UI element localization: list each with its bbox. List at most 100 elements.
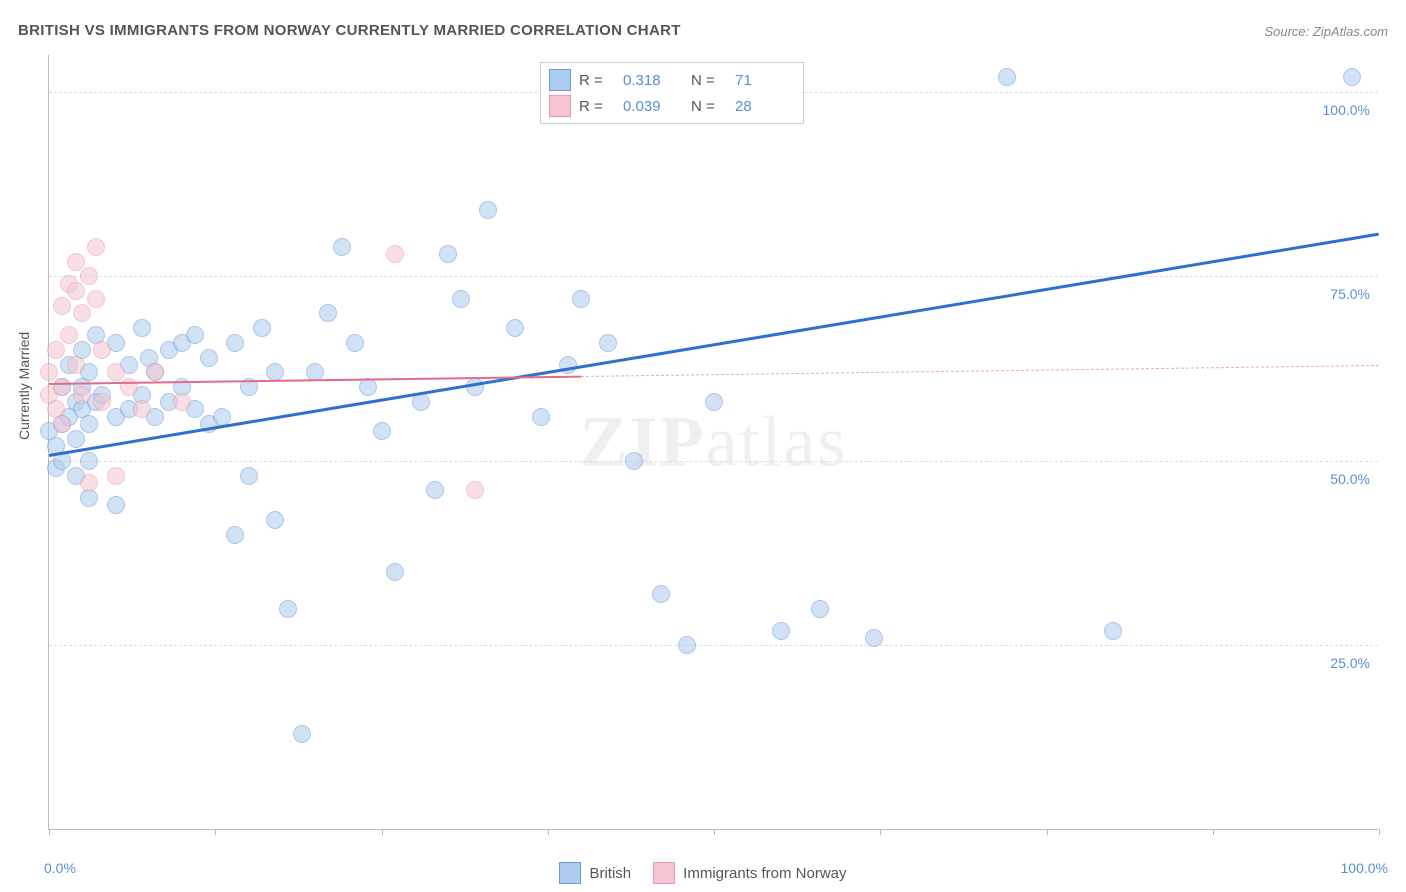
data-point	[40, 363, 58, 381]
gridline	[49, 461, 1378, 462]
data-point	[439, 245, 457, 263]
legend-swatch	[549, 69, 571, 91]
data-point	[1343, 68, 1361, 86]
data-point	[133, 400, 151, 418]
data-point	[80, 267, 98, 285]
legend-swatch	[559, 862, 581, 884]
data-point	[60, 326, 78, 344]
x-tick-mark	[215, 829, 216, 835]
data-point	[67, 253, 85, 271]
data-point	[73, 386, 91, 404]
data-point	[426, 481, 444, 499]
data-point	[599, 334, 617, 352]
data-point	[53, 297, 71, 315]
legend-label: British	[589, 865, 631, 882]
watermark: ZIPatlas	[580, 401, 848, 484]
data-point	[186, 326, 204, 344]
x-tick-mark	[1047, 829, 1048, 835]
legend-r-value: 0.318	[623, 72, 683, 89]
data-point	[93, 393, 111, 411]
y-tick-label: 50.0%	[1330, 471, 1370, 487]
data-point	[452, 290, 470, 308]
data-point	[80, 474, 98, 492]
data-point	[572, 290, 590, 308]
data-point	[107, 363, 125, 381]
data-point	[266, 363, 284, 381]
data-point	[200, 349, 218, 367]
data-point	[47, 341, 65, 359]
x-tick-mark	[1379, 829, 1380, 835]
data-point	[93, 341, 111, 359]
data-point	[107, 467, 125, 485]
legend-r-value: 0.039	[623, 98, 683, 115]
data-point	[213, 408, 231, 426]
data-point	[87, 238, 105, 256]
x-tick-mark	[49, 829, 50, 835]
plot-area: ZIPatlas 25.0%50.0%75.0%100.0%	[48, 55, 1378, 830]
x-tick-mark	[382, 829, 383, 835]
data-point	[253, 319, 271, 337]
data-point	[107, 496, 125, 514]
data-point	[652, 585, 670, 603]
gridline	[49, 645, 1378, 646]
x-tick-mark	[714, 829, 715, 835]
data-point	[53, 378, 71, 396]
data-point	[67, 282, 85, 300]
legend-r-label: R =	[579, 72, 615, 89]
data-point	[73, 304, 91, 322]
x-tick-mark	[880, 829, 881, 835]
legend-n-label: N =	[691, 98, 727, 115]
legend-row: R = 0.318 N = 71	[549, 67, 795, 93]
data-point	[678, 636, 696, 654]
data-point	[479, 201, 497, 219]
data-point	[998, 68, 1016, 86]
source-attribution: Source: ZipAtlas.com	[1264, 24, 1388, 39]
data-point	[87, 290, 105, 308]
x-tick-mark	[1213, 829, 1214, 835]
data-point	[240, 467, 258, 485]
data-point	[133, 319, 151, 337]
regression-line-extrapolated	[581, 365, 1379, 377]
data-point	[67, 356, 85, 374]
data-point	[625, 452, 643, 470]
x-tick-mark	[548, 829, 549, 835]
legend-n-value: 71	[735, 72, 795, 89]
legend-swatch	[653, 862, 675, 884]
data-point	[146, 363, 164, 381]
chart-title: BRITISH VS IMMIGRANTS FROM NORWAY CURREN…	[18, 22, 681, 39]
data-point	[1104, 622, 1122, 640]
data-point	[173, 393, 191, 411]
legend-swatch	[549, 95, 571, 117]
legend-n-value: 28	[735, 98, 795, 115]
data-point	[80, 415, 98, 433]
data-point	[705, 393, 723, 411]
data-point	[386, 245, 404, 263]
y-tick-label: 25.0%	[1330, 655, 1370, 671]
data-point	[532, 408, 550, 426]
series-legend: British Immigrants from Norway	[0, 862, 1406, 884]
data-point	[373, 422, 391, 440]
data-point	[466, 481, 484, 499]
correlation-legend: R = 0.318 N = 71R = 0.039 N = 28	[540, 62, 804, 124]
data-point	[293, 725, 311, 743]
y-tick-label: 75.0%	[1330, 286, 1370, 302]
data-point	[226, 526, 244, 544]
data-point	[279, 600, 297, 618]
regression-line	[49, 232, 1379, 456]
data-point	[319, 304, 337, 322]
legend-n-label: N =	[691, 72, 727, 89]
data-point	[226, 334, 244, 352]
legend-label: Immigrants from Norway	[683, 865, 846, 882]
data-point	[865, 629, 883, 647]
data-point	[359, 378, 377, 396]
y-axis-label: Currently Married	[16, 332, 32, 440]
data-point	[772, 622, 790, 640]
gridline	[49, 276, 1378, 277]
legend-item: British	[559, 862, 631, 884]
data-point	[386, 563, 404, 581]
data-point	[80, 452, 98, 470]
legend-row: R =0.039N =28	[549, 93, 795, 119]
data-point	[811, 600, 829, 618]
data-point	[333, 238, 351, 256]
data-point	[266, 511, 284, 529]
